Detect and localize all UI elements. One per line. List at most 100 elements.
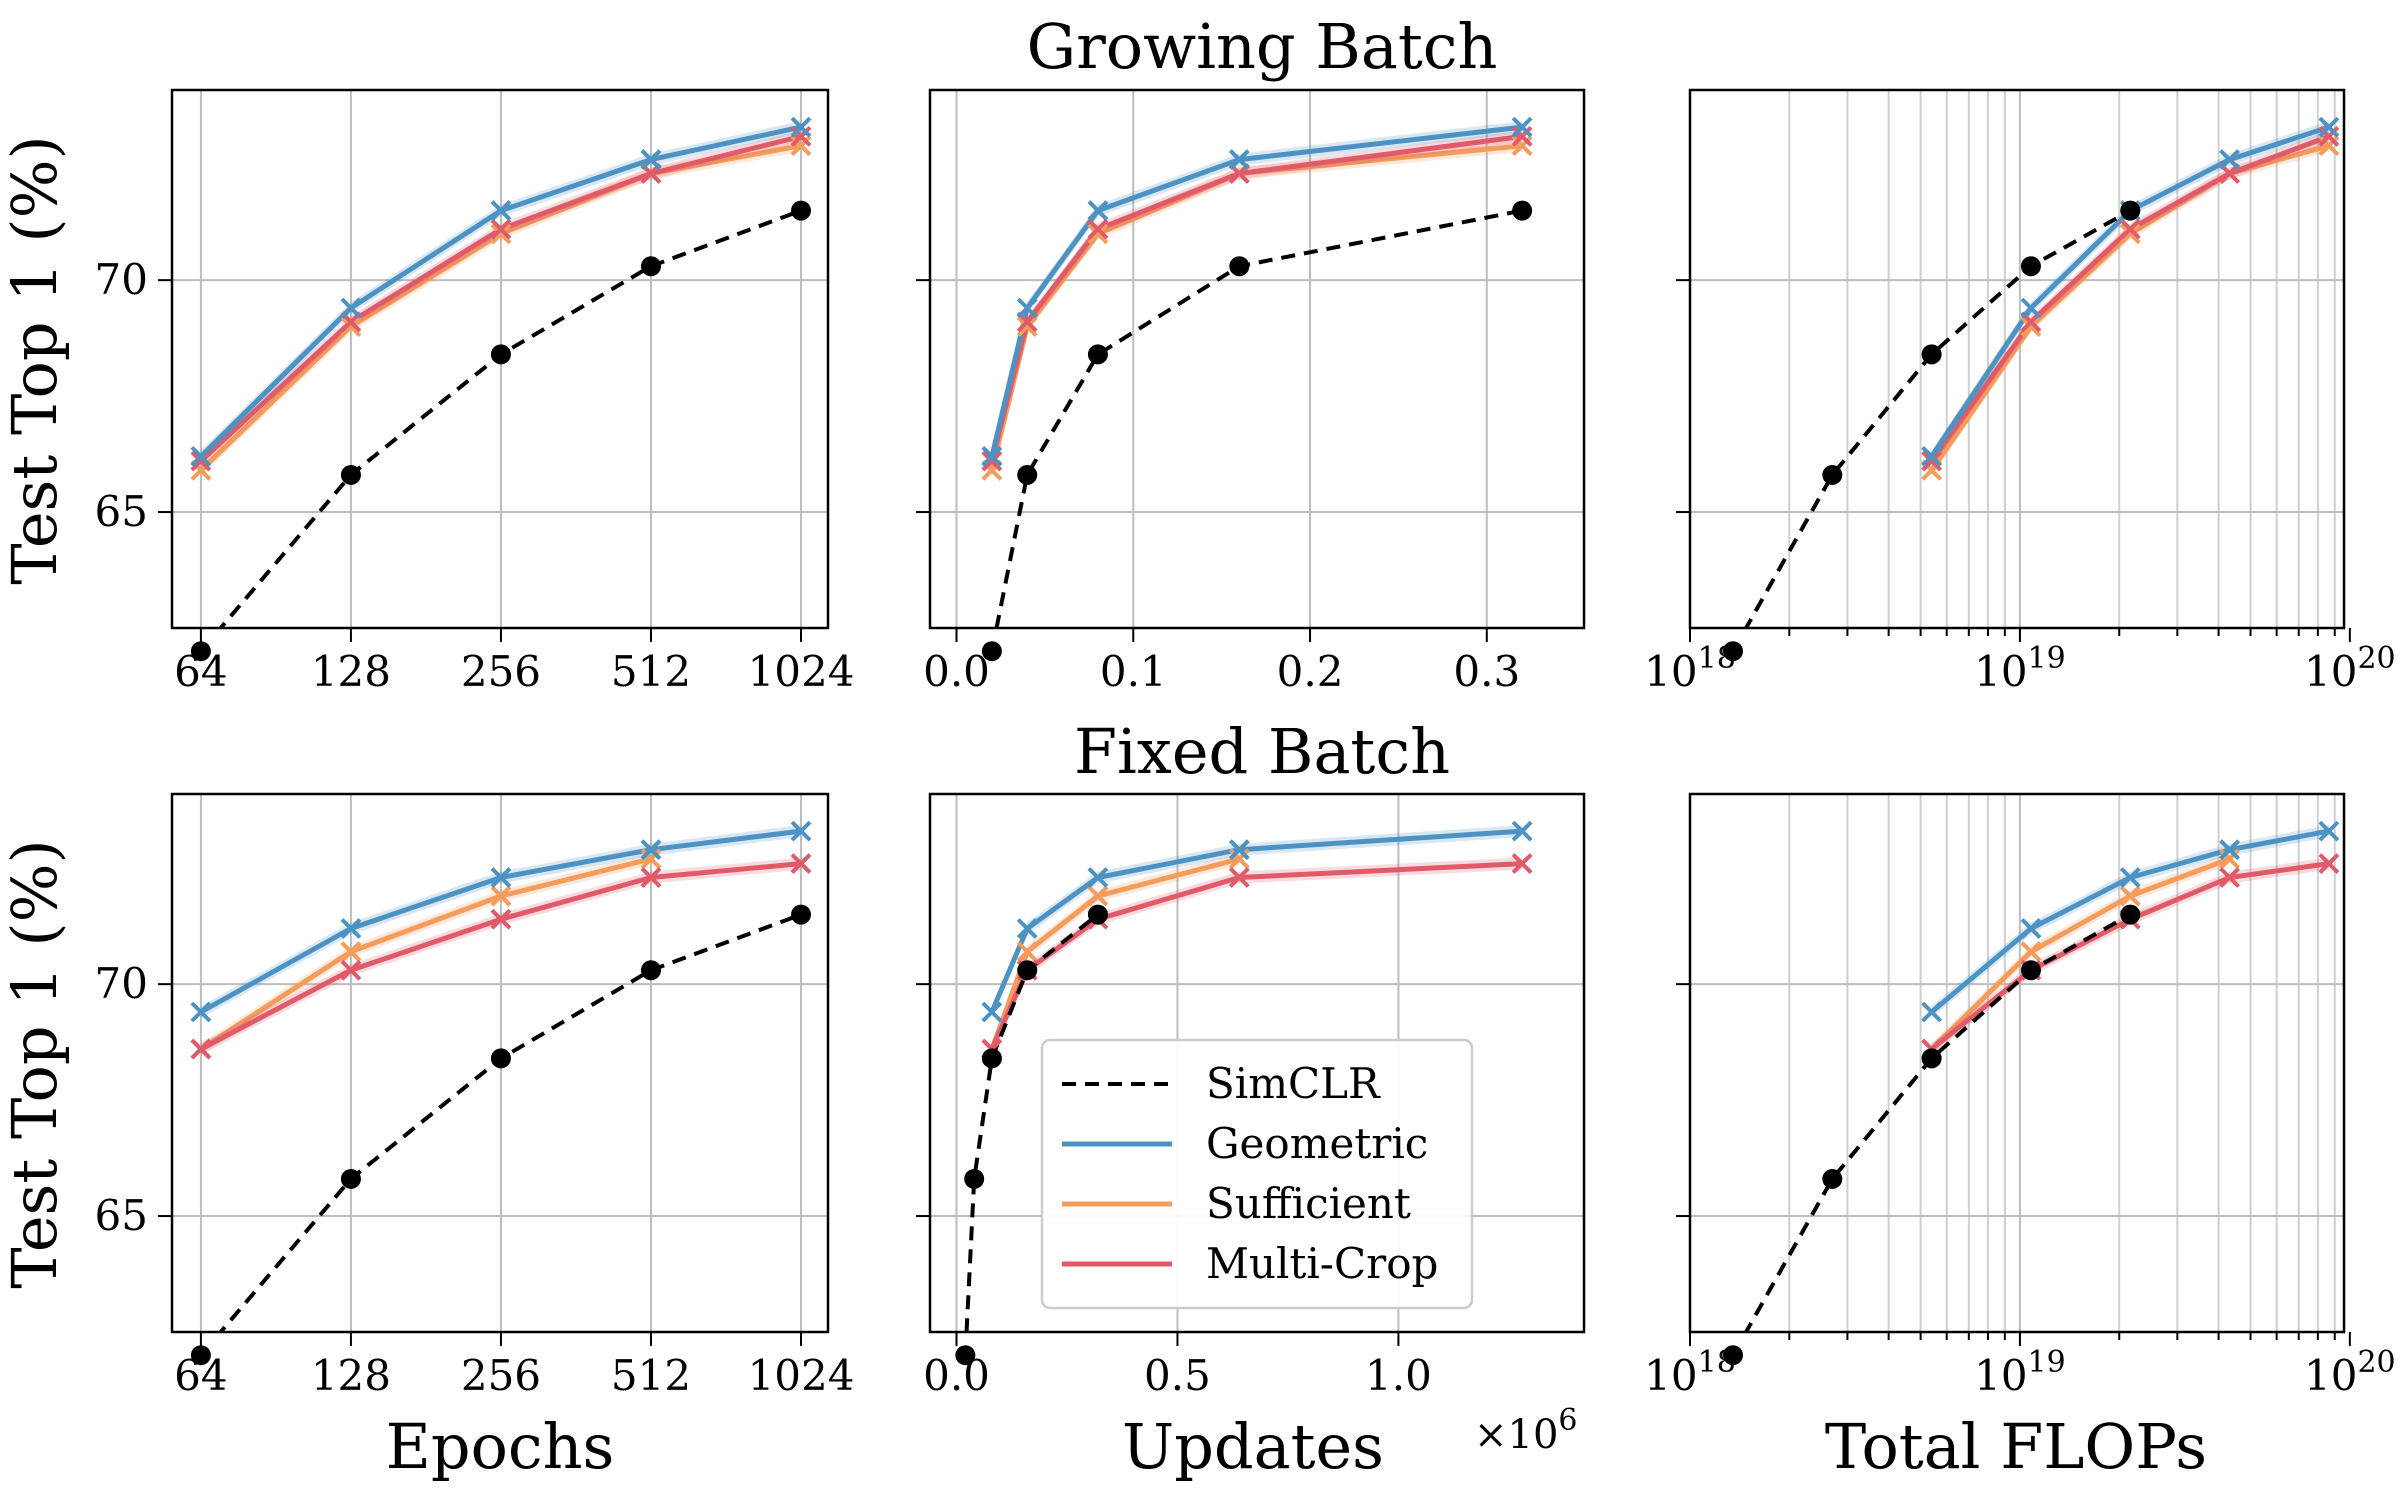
series-line-simclr	[994, 208, 1523, 628]
band-geometric	[1931, 121, 2329, 463]
point-simclr	[190, 641, 211, 662]
point-geometric	[1228, 149, 1250, 170]
series-line-sufficient	[989, 856, 1240, 1050]
band-sufficient	[991, 139, 1523, 477]
point-simclr	[791, 200, 812, 221]
x-tick-label: 1024	[748, 647, 855, 696]
plot-area	[989, 121, 1523, 628]
point-geometric	[981, 1001, 1003, 1023]
point-simclr	[955, 1345, 976, 1366]
x-tick-label: 1018	[1644, 641, 1736, 696]
x-axis-label-total-flops: Total FLOPs	[1825, 1410, 2207, 1483]
point-geometric	[490, 867, 512, 888]
point-geometric	[2318, 116, 2340, 138]
x-tick-label: 1019	[1974, 641, 2066, 696]
point-simclr	[2120, 200, 2141, 221]
point-sufficient	[490, 885, 512, 907]
point-geometric	[2219, 149, 2241, 170]
point-geometric	[2020, 297, 2042, 319]
x-tick-label: 1020	[2304, 1345, 2396, 1400]
point-geometric	[790, 820, 812, 842]
point-geometric	[981, 445, 1003, 467]
point-sufficient	[2020, 941, 2042, 963]
x-tick-label: 1024	[748, 1351, 855, 1400]
y-tick-label: 65	[95, 1191, 148, 1240]
point-simclr	[2120, 904, 2141, 925]
panel-1: 0.0 0.1 0.2 0.3	[916, 88, 1586, 696]
x-tick-label: 128	[311, 647, 391, 696]
point-simclr	[640, 256, 661, 277]
band-geometric	[200, 825, 801, 1018]
series-line-multi-crop	[989, 133, 1523, 462]
series-line-geometric	[1929, 124, 2330, 458]
point-geometric	[1921, 445, 1943, 467]
x-tick-label: 0.5	[1144, 1351, 1211, 1400]
point-sufficient	[340, 941, 362, 963]
point-multi-crop	[490, 908, 512, 930]
series-line-sufficient	[1929, 143, 2330, 472]
x-tick-label: 256	[461, 647, 541, 696]
point-geometric	[790, 116, 812, 138]
point-simclr	[490, 344, 511, 365]
panel-2: 1018 1019 1020	[1644, 88, 2396, 696]
point-geometric	[2219, 839, 2241, 861]
axes-frame	[928, 792, 1586, 1334]
point-geometric	[1016, 297, 1038, 319]
point-geometric	[1228, 839, 1250, 861]
point-sufficient	[490, 223, 512, 245]
point-geometric	[190, 445, 212, 467]
point-multi-crop	[190, 1038, 212, 1060]
point-sufficient	[2119, 223, 2141, 245]
band-multi-crop	[991, 130, 1523, 467]
point-simclr	[490, 1048, 511, 1069]
point-simclr	[981, 1048, 1002, 1069]
point-multi-crop	[340, 959, 362, 981]
series-line-simclr	[964, 913, 1100, 1332]
panel-5: 1018 1019 1020	[1644, 792, 2396, 1400]
axes-frame	[1688, 88, 2346, 630]
point-simclr	[964, 1168, 985, 1189]
x-tick-label: 1.0	[1365, 1351, 1432, 1400]
point-multi-crop	[2219, 867, 2241, 888]
series-line-multi-crop	[1929, 134, 2330, 463]
point-simclr	[1822, 1168, 1843, 1189]
point-geometric	[340, 918, 362, 939]
point-simclr	[1087, 904, 1108, 925]
x-axis-label-updates: Updates	[1122, 1410, 1384, 1483]
series-line-sufficient	[989, 143, 1523, 471]
point-simclr	[190, 1345, 211, 1366]
axes-frame	[170, 88, 830, 630]
point-geometric	[2119, 867, 2141, 888]
row-title-fixed-batch: Fixed Batch	[1074, 715, 1450, 788]
point-simclr	[981, 641, 1002, 662]
point-geometric	[640, 149, 662, 170]
point-multi-crop	[640, 867, 662, 888]
legend-label-multi-crop: Multi-Crop	[1206, 1239, 1438, 1288]
point-geometric	[190, 1001, 212, 1023]
y-axis-label-bottom: Test Top 1 (%)	[0, 839, 71, 1288]
legend-label-geometric: Geometric	[1206, 1119, 1428, 1168]
point-geometric	[2020, 918, 2042, 939]
point-multi-crop	[490, 218, 512, 240]
series-line-sufficient	[199, 856, 652, 1052]
x-tick-label: 512	[611, 1351, 691, 1400]
x-tick-label: 0.3	[1453, 647, 1520, 696]
legend-label-sufficient: Sufficient	[1206, 1179, 1411, 1228]
band-sufficient	[1931, 852, 2230, 1056]
point-simclr	[1017, 464, 1038, 485]
point-simclr	[1512, 200, 1533, 221]
band-sufficient	[1931, 139, 2329, 477]
band-sufficient	[200, 852, 651, 1056]
point-multi-crop	[1921, 450, 1943, 472]
legend-box	[1040, 1038, 1474, 1310]
point-geometric	[490, 200, 512, 222]
point-simclr	[1921, 1048, 1942, 1069]
point-multi-crop	[2119, 218, 2141, 240]
point-geometric	[640, 839, 662, 861]
point-sufficient	[1087, 885, 1109, 907]
point-geometric	[1016, 918, 1038, 939]
point-simclr	[1017, 960, 1038, 981]
